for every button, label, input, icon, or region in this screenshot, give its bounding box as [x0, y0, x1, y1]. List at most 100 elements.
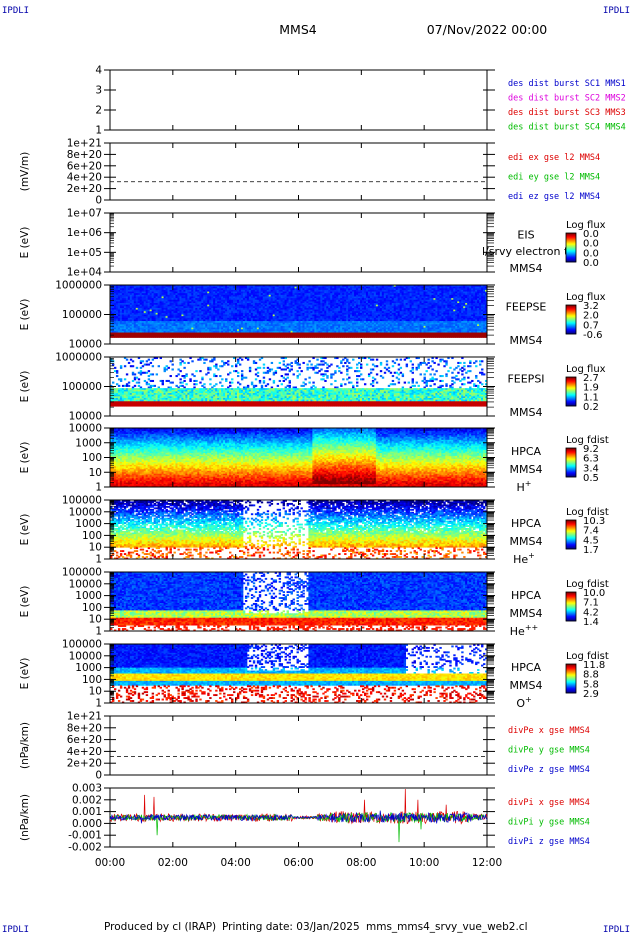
spectrogram-cell: [110, 324, 113, 327]
spectrogram-cell: [246, 329, 250, 332]
spectrogram-cell: [236, 286, 240, 289]
spectrogram-cell: [129, 299, 133, 302]
spectrogram-cell: [264, 330, 268, 333]
spectrogram-cell: [157, 289, 160, 292]
spectrogram-cell: [236, 293, 240, 296]
spectrogram-cell: [169, 286, 172, 289]
spectrogram-cell: [137, 311, 141, 314]
spectrogram-cell: [141, 314, 145, 317]
spectrogram-cell: [163, 327, 166, 330]
spectrogram-cell: [266, 312, 270, 315]
spectrogram-cell: [117, 321, 121, 324]
spectrogram-cell: [161, 304, 164, 307]
spectrogram-cell: [280, 327, 284, 330]
spectrogram-cell: [223, 330, 226, 333]
spectrogram-cell: [270, 316, 274, 319]
spectrogram-cell: [215, 317, 218, 320]
spectrogram-cell: [131, 321, 135, 324]
spectrogram-cell: [123, 301, 127, 304]
spectrogram-cell: [157, 298, 160, 301]
spectrogram-cell: [274, 316, 278, 319]
spectrogram-cell: [163, 303, 166, 306]
spectrogram-cell: [159, 322, 162, 325]
spectrogram-cell: [264, 327, 268, 330]
spectrogram-cell: [115, 294, 119, 297]
spectrogram-cell: [177, 319, 180, 322]
spectrogram-cell: [294, 321, 297, 324]
spectrogram-cell: [179, 309, 182, 312]
spectrogram-cell: [219, 334, 222, 337]
spectrogram-cell: [189, 288, 192, 291]
spectrogram-cell: [284, 330, 287, 333]
spectrogram-cell: [195, 330, 198, 333]
spectrogram-cell: [278, 316, 282, 319]
spectrogram-cell: [278, 329, 282, 332]
spectrogram-cell: [145, 325, 149, 329]
spectrogram-cell: [258, 289, 262, 292]
spectrogram-cell: [274, 335, 278, 338]
spectrogram-cell: [131, 299, 135, 302]
spectrogram-cell: [211, 312, 214, 315]
spectrogram-cell: [242, 327, 246, 330]
spectrogram-cell: [252, 309, 256, 312]
spectrogram-cell: [238, 329, 242, 332]
spectrogram-cell: [288, 309, 291, 312]
spectrogram-cell: [117, 293, 121, 296]
spectrogram-cell: [270, 288, 274, 291]
spectrogram-cell: [193, 303, 196, 306]
spectrogram-cell: [233, 296, 236, 299]
spectrogram-cell: [181, 314, 184, 317]
spectrogram-cell: [294, 314, 297, 317]
spectrogram-cell: [288, 327, 291, 330]
spectrogram-cell: [221, 317, 224, 320]
spectrogram-cell: [133, 314, 137, 317]
figure-date: 07/Nov/2022 00:00: [427, 22, 548, 37]
spectrogram-cell: [139, 293, 143, 296]
spectrogram-cell: [193, 329, 196, 332]
spectrogram-cell: [167, 289, 170, 292]
spectrogram-cell: [145, 334, 149, 337]
spectrogram-cell: [169, 291, 172, 294]
spectrogram-cell: [240, 288, 244, 291]
spectrogram-cell: [296, 309, 299, 312]
spectrogram-cell: [223, 317, 226, 320]
spectrogram-cell: [145, 307, 149, 310]
spectrogram-cell: [119, 311, 123, 314]
spectrogram-cell: [175, 325, 178, 329]
spectrogram-cell: [161, 324, 164, 327]
spectrogram-cell: [219, 322, 222, 325]
spectrogram-cell: [294, 312, 297, 315]
legend-entry: des dist burst SC2 MMS2: [508, 94, 626, 104]
spectrogram-cell: [260, 322, 264, 325]
y-tick-label: 0: [95, 195, 102, 207]
spectrogram-cell: [252, 317, 256, 320]
spectrogram-cell: [252, 325, 256, 329]
spectrogram-cell: [119, 325, 123, 329]
spectrogram-cell: [233, 312, 236, 315]
spectrogram-cell: [238, 314, 242, 317]
spectrogram-cell: [201, 309, 204, 312]
spectrogram-cell: [256, 316, 260, 319]
spectrogram-cell: [159, 299, 162, 302]
spectrogram-cell: [278, 288, 282, 291]
spectrogram-cell: [153, 289, 157, 292]
spectrogram-cell: [233, 299, 236, 302]
spectrogram-cell: [113, 314, 117, 317]
spectrogram-cell: [137, 303, 141, 306]
spectrogram-cell: [229, 293, 232, 296]
spectrogram-cell: [141, 309, 145, 312]
spectrogram-cell: [157, 309, 160, 312]
spectrogram-cell: [127, 289, 131, 292]
spectrogram-cell: [300, 285, 303, 288]
spectrogram-cell: [207, 319, 210, 322]
panel-frame: [109, 69, 488, 131]
spectrogram-cell: [217, 289, 220, 292]
spectrogram-cell: [161, 335, 164, 338]
spectrogram-cell: [233, 327, 236, 330]
spectrogram-cell: [125, 288, 129, 291]
spectrogram-cell: [111, 319, 115, 322]
spectrogram-cell: [260, 311, 264, 314]
spectrogram-cell: [151, 327, 155, 330]
spectrogram-cell: [127, 301, 131, 304]
spectrogram-cell: [242, 286, 246, 289]
